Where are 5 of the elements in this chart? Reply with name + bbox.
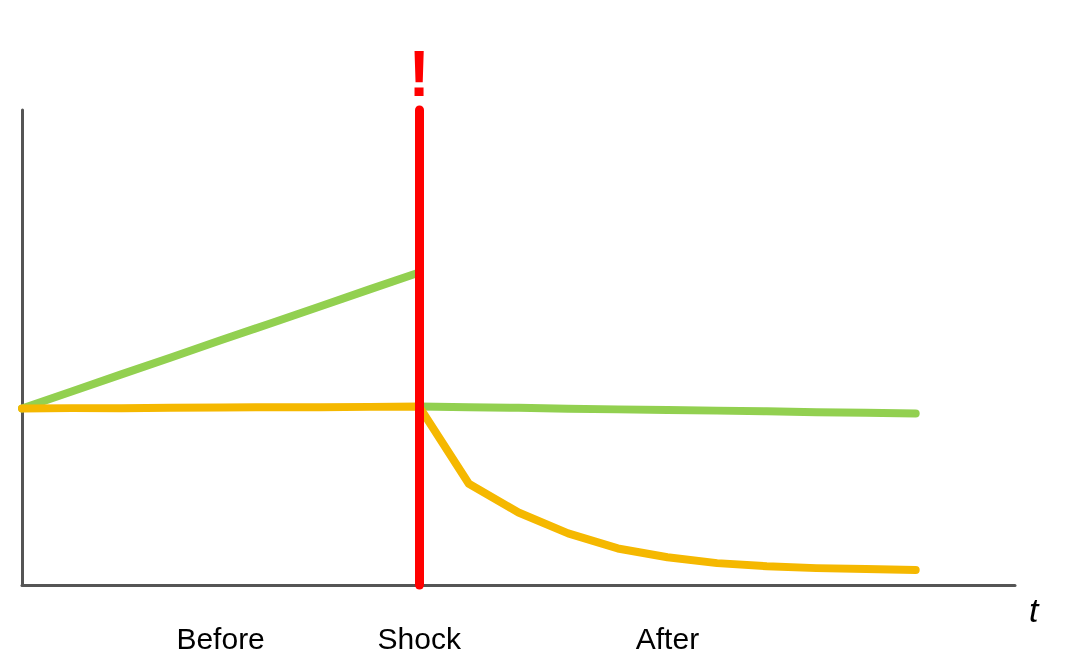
x-tick-label: Shock [377, 621, 462, 655]
x-tick-label: Before [176, 621, 265, 655]
x-tick-label: After [635, 621, 700, 655]
x-axis-title: t [1029, 591, 1040, 629]
ref-line-label: ! [408, 38, 430, 110]
